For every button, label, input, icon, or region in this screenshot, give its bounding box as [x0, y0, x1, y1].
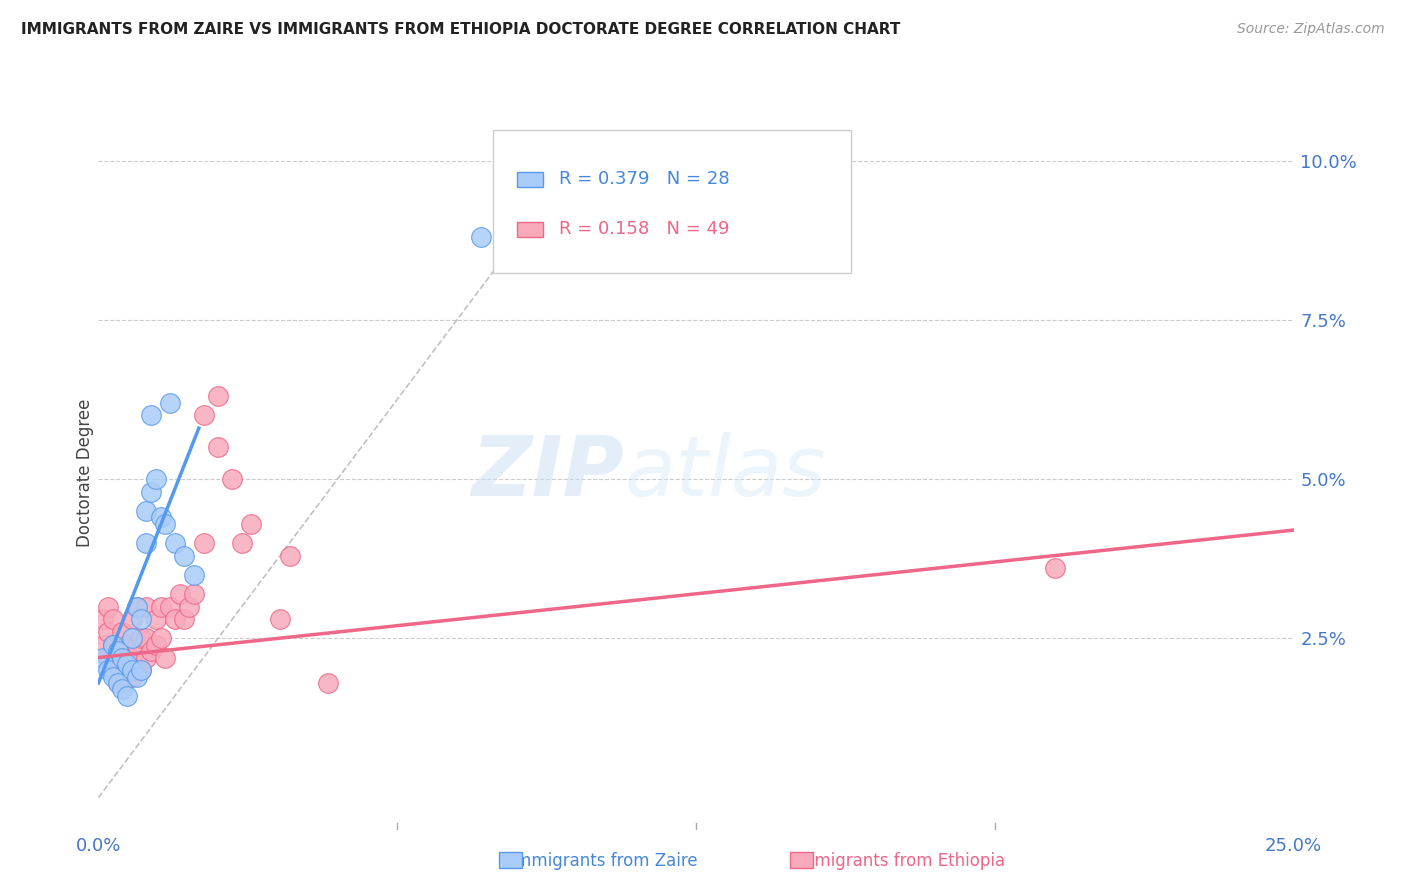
Point [97, 650, 120, 665]
Point [125, 599, 148, 614]
Point [135, 632, 157, 646]
Point [111, 650, 134, 665]
FancyBboxPatch shape [494, 130, 852, 273]
Point [159, 395, 181, 409]
Text: R = 0.158   N = 49: R = 0.158 N = 49 [558, 220, 730, 238]
Point [91, 638, 114, 652]
Text: R = 0.379   N = 28: R = 0.379 N = 28 [558, 170, 730, 188]
Point [115, 663, 138, 677]
Point [107, 644, 129, 658]
Text: atlas: atlas [624, 433, 825, 513]
Point [135, 650, 157, 665]
Point [91, 612, 114, 626]
Point [121, 663, 143, 677]
Point [131, 663, 153, 677]
Point [135, 536, 157, 550]
Point [131, 612, 153, 626]
Y-axis label: Doctorate Degree: Doctorate Degree [76, 399, 94, 547]
Point [121, 650, 143, 665]
Point [173, 612, 195, 626]
Point [97, 663, 120, 677]
Point [125, 638, 148, 652]
Point [97, 599, 120, 614]
Point [269, 612, 291, 626]
Point [107, 676, 129, 690]
Point [470, 230, 492, 244]
Point [101, 638, 124, 652]
Text: Immigrants from Ethiopia: Immigrants from Ethiopia [766, 852, 1005, 870]
Point [101, 663, 124, 677]
Point [149, 599, 172, 614]
Point [101, 612, 124, 626]
Point [179, 599, 201, 614]
Point [193, 536, 215, 550]
Point [111, 682, 134, 697]
Point [139, 409, 162, 423]
Point [115, 638, 138, 652]
Point [145, 638, 167, 652]
Point [163, 536, 186, 550]
Point [183, 567, 205, 582]
Point [101, 670, 124, 684]
Point [145, 612, 167, 626]
Point [169, 587, 191, 601]
Point [316, 676, 339, 690]
Point [107, 650, 129, 665]
Point [125, 670, 148, 684]
Point [159, 599, 181, 614]
Point [135, 599, 157, 614]
Point [149, 510, 172, 524]
Point [91, 650, 114, 665]
Text: IMMIGRANTS FROM ZAIRE VS IMMIGRANTS FROM ETHIOPIA DOCTORATE DEGREE CORRELATION C: IMMIGRANTS FROM ZAIRE VS IMMIGRANTS FROM… [21, 22, 900, 37]
Point [149, 632, 172, 646]
Point [97, 625, 120, 640]
Point [111, 625, 134, 640]
Point [121, 612, 143, 626]
Text: ZIP: ZIP [471, 433, 624, 513]
Text: Source: ZipAtlas.com: Source: ZipAtlas.com [1237, 22, 1385, 37]
Point [155, 650, 177, 665]
Point [163, 612, 186, 626]
Point [131, 632, 153, 646]
Point [111, 650, 134, 665]
Point [145, 472, 167, 486]
Point [278, 549, 301, 563]
Point [131, 663, 153, 677]
Bar [517, 171, 543, 187]
Point [115, 657, 138, 671]
Point [155, 516, 177, 531]
Point [111, 676, 134, 690]
Point [135, 504, 157, 518]
Point [125, 599, 148, 614]
Point [183, 587, 205, 601]
Point [173, 549, 195, 563]
Point [1043, 561, 1066, 575]
Point [207, 389, 229, 403]
Point [115, 689, 138, 703]
Point [207, 440, 229, 454]
Point [139, 644, 162, 658]
Point [240, 516, 263, 531]
Point [101, 638, 124, 652]
Point [107, 676, 129, 690]
Bar [517, 221, 543, 237]
Point [121, 670, 143, 684]
Point [221, 472, 243, 486]
Point [193, 409, 215, 423]
Text: Immigrants from Zaire: Immigrants from Zaire [484, 852, 697, 870]
Point [231, 536, 253, 550]
Point [121, 632, 143, 646]
Point [125, 663, 148, 677]
Point [139, 484, 162, 499]
